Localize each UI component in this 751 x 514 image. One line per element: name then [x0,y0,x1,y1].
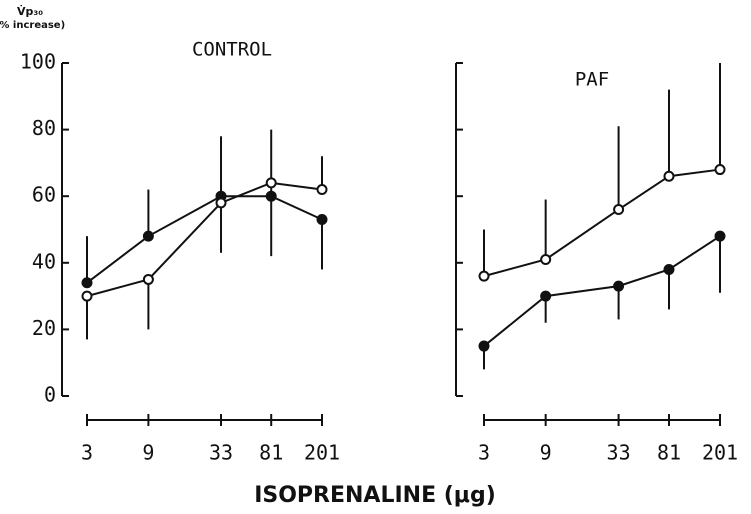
panel-title: PAF [575,69,609,91]
data-point [540,290,552,302]
x-axis-label: ISOPRENALINE (μg) [254,483,496,508]
x-tick-label: 201 [702,441,738,465]
data-point [81,290,93,302]
x-tick-label: 81 [657,441,681,465]
data-point [316,184,328,196]
data-point [316,214,328,226]
data-point [265,177,277,189]
series-line [483,235,721,347]
panel-title: CONTROL [192,39,272,61]
y-axis-label: (% increase) [0,20,65,31]
data-point [663,263,675,275]
data-point [142,273,154,285]
data-point [215,197,227,209]
x-tick-label: 33 [209,441,233,465]
x-tick-label: 9 [142,441,154,465]
y-tick-label: 80 [32,116,56,140]
data-point [81,277,93,289]
series-line [86,195,323,284]
x-tick-label: 33 [607,441,631,465]
y-axis-label: V̇p₃₀ [17,5,43,18]
x-tick-label: 201 [304,441,340,465]
x-tick-label: 3 [81,441,93,465]
y-tick-label: 0 [44,383,56,407]
y-tick-label: 20 [32,316,56,340]
x-tick-label: 3 [478,441,490,465]
data-point [478,270,490,282]
data-point [714,230,726,242]
y-tick-label: 60 [32,183,56,207]
data-point [142,230,154,242]
data-point [613,204,625,216]
series-line [86,181,323,298]
data-point [663,170,675,182]
data-point [613,280,625,292]
x-tick-label: 81 [259,441,283,465]
data-point [714,164,726,176]
data-point [478,340,490,352]
y-tick-label: 100 [20,50,56,74]
x-tick-label: 9 [540,441,552,465]
y-tick-label: 40 [32,249,56,273]
data-point [265,190,277,202]
data-point [540,253,552,265]
